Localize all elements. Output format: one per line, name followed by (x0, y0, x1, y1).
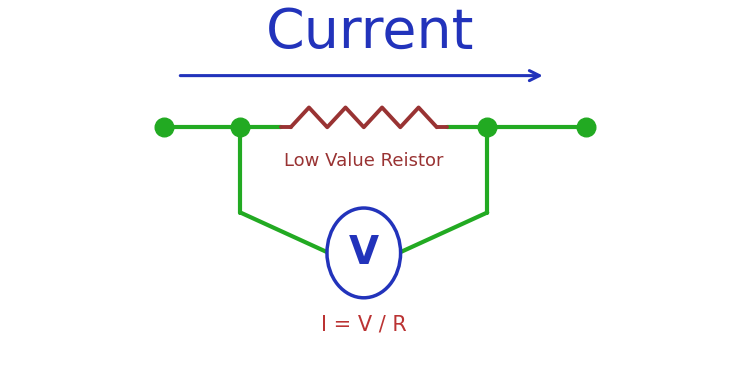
Text: Low Value Reistor: Low Value Reistor (284, 152, 443, 170)
Ellipse shape (327, 208, 400, 298)
Point (580, 124, 592, 130)
Text: I = V / R: I = V / R (321, 315, 406, 335)
Text: Current: Current (266, 6, 475, 60)
Text: V: V (349, 234, 379, 272)
Point (234, 124, 246, 130)
Point (158, 124, 170, 130)
Point (482, 124, 494, 130)
